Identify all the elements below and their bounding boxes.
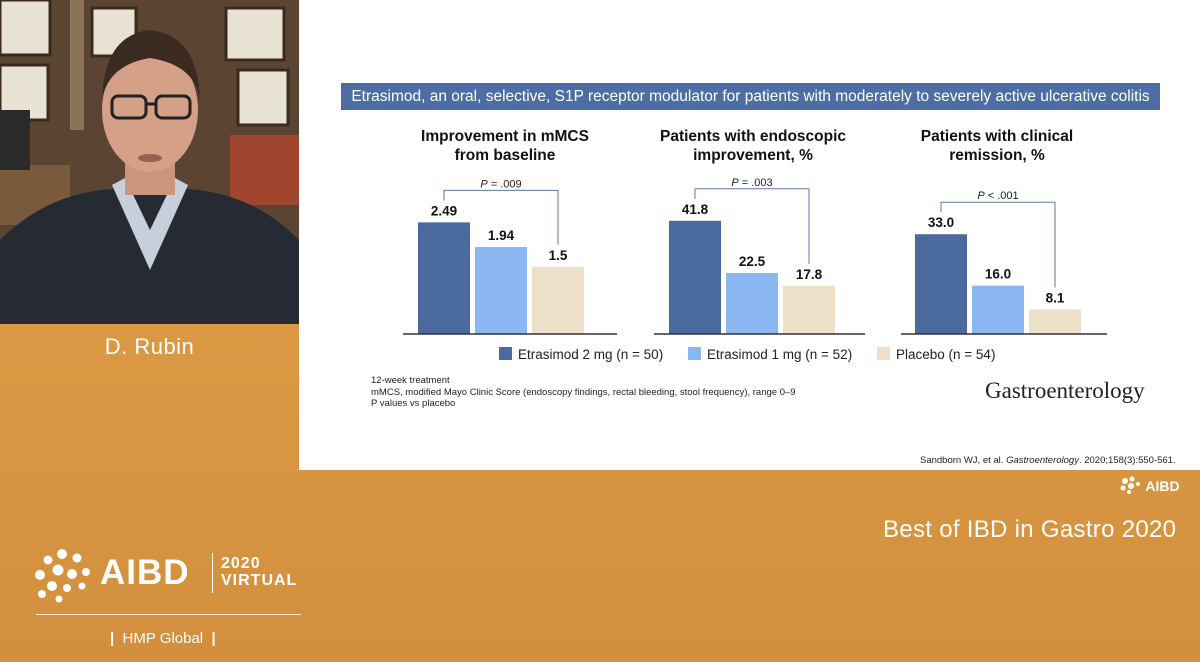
slide-footnotes: 12-week treatment mMCS, modified Mayo Cl…: [371, 375, 796, 410]
bar-charts: 2.49 1.94 1.5 P = .009 41.8 22.5 17.8 P = .003 3…: [403, 177, 1107, 335]
chart-2-p-value: P = .003: [731, 177, 772, 189]
chart-1-p-bracket: [443, 189, 559, 245]
event-year-line-2: VIRTUAL: [221, 572, 298, 589]
chart-3-bar-3: [1029, 309, 1081, 334]
aibd-small-text: AIBD: [1145, 478, 1180, 494]
legend-item-etrasimod-1mg: Etrasimod 1 mg (n = 52): [688, 347, 852, 362]
chart-3-p-bracket: [940, 201, 1056, 288]
chart-1-p-value: P = .009: [480, 178, 521, 190]
legend-swatch-etrasimod-2mg: [499, 347, 512, 360]
chart-1-value-label-1: 2.49: [431, 203, 457, 218]
event-year: 2020 VIRTUAL: [221, 555, 297, 589]
chart-3-p-value: P < .001: [977, 190, 1018, 202]
citation-journal: Gastroenterology: [1006, 455, 1079, 466]
chart-3-value-label-1: 33.0: [928, 215, 954, 230]
legend-item-placebo: Placebo (n = 54): [877, 347, 995, 362]
aibd-dots-small-icon: [1120, 476, 1140, 494]
publisher-logo: | HMP Global |: [110, 630, 216, 647]
chart-3-bar-2: [972, 285, 1024, 334]
footnote-treatment: 12-week treatment: [371, 375, 450, 386]
legend-label-etrasimod-2mg: Etrasimod 2 mg (n = 50): [518, 347, 664, 362]
chart-3-title: Patients with clinical remission, %: [882, 127, 1112, 165]
chart-1-value-label-3: 1.5: [549, 248, 568, 263]
chart-2-value-label-1: 41.8: [682, 202, 709, 217]
chart-2-value-label-2: 22.5: [739, 254, 766, 269]
citation-prefix: Sandborn WJ, et al.: [920, 455, 1007, 466]
chart-3-value-label-3: 8.1: [1046, 291, 1065, 306]
chart-3-title-line-2: remission, %: [949, 147, 1045, 164]
chart-1-value-label-2: 1.94: [488, 228, 515, 243]
chart-2-title-line-2: improvement, %: [693, 147, 813, 164]
logo-divider: [212, 553, 213, 593]
legend-item-etrasimod-2mg: Etrasimod 2 mg (n = 50): [499, 347, 663, 362]
journal-logo: Gastroenterology: [985, 378, 1145, 403]
legend-swatch-placebo: [877, 347, 890, 360]
citation-suffix: . 2020;158(3):550-561.: [1078, 455, 1176, 466]
chart-1-bar-2: [475, 247, 527, 334]
publisher-text: HMP Global: [122, 630, 204, 647]
chart-2-bar-3: [783, 285, 835, 334]
chart-1-title-line-2: from baseline: [454, 147, 556, 164]
aibd-small-logo: AIBD: [1120, 476, 1180, 494]
chart-2-bar-1: [669, 220, 721, 334]
speaker-name: D. Rubin: [104, 334, 195, 359]
chart-1-bar-3: [532, 266, 584, 334]
chart-1-title: Improvement in mMCS from baseline: [389, 127, 621, 165]
legend-label-placebo: Placebo (n = 54): [896, 347, 996, 362]
branding-divider: [36, 614, 301, 615]
chart-3-value-label-2: 16.0: [985, 267, 1011, 282]
aibd-dots-logo-icon: [35, 549, 90, 603]
footnote-p-values: P values vs placebo: [371, 398, 456, 409]
citation: Sandborn WJ, et al. Gastroenterology. 20…: [920, 455, 1176, 466]
event-title: Best of IBD in Gastro 2020: [883, 516, 1177, 543]
slide: Etrasimod, an oral, selective, S1P recep…: [299, 0, 1200, 470]
chart-2-title: Patients with endoscopic improvement, %: [631, 127, 875, 165]
slide-title: Etrasimod, an oral, selective, S1P recep…: [341, 83, 1160, 110]
chart-1-bar-1: [418, 222, 470, 334]
chart-2-title-line-1: Patients with endoscopic: [659, 128, 847, 145]
footnote-mmcs: mMCS, modified Mayo Clinic Score (endosc…: [371, 386, 796, 398]
speaker-video-image: [0, 0, 299, 324]
legend-label-etrasimod-1mg: Etrasimod 1 mg (n = 52): [707, 347, 853, 362]
chart-2-p-bracket: [694, 188, 810, 264]
legend-swatch-etrasimod-1mg: [688, 347, 701, 360]
event-year-line-1: 2020: [221, 555, 261, 572]
chart-3-title-line-1: Patients with clinical: [920, 128, 1074, 145]
chart-1-title-line-1: Improvement in mMCS: [421, 128, 589, 145]
aibd-logo-text: AIBD: [100, 553, 190, 592]
speaker-video: [0, 0, 299, 324]
chart-2-bar-2: [726, 273, 778, 334]
chart-2-value-label-3: 17.8: [796, 267, 823, 282]
chart-3-bar-1: [915, 234, 967, 334]
